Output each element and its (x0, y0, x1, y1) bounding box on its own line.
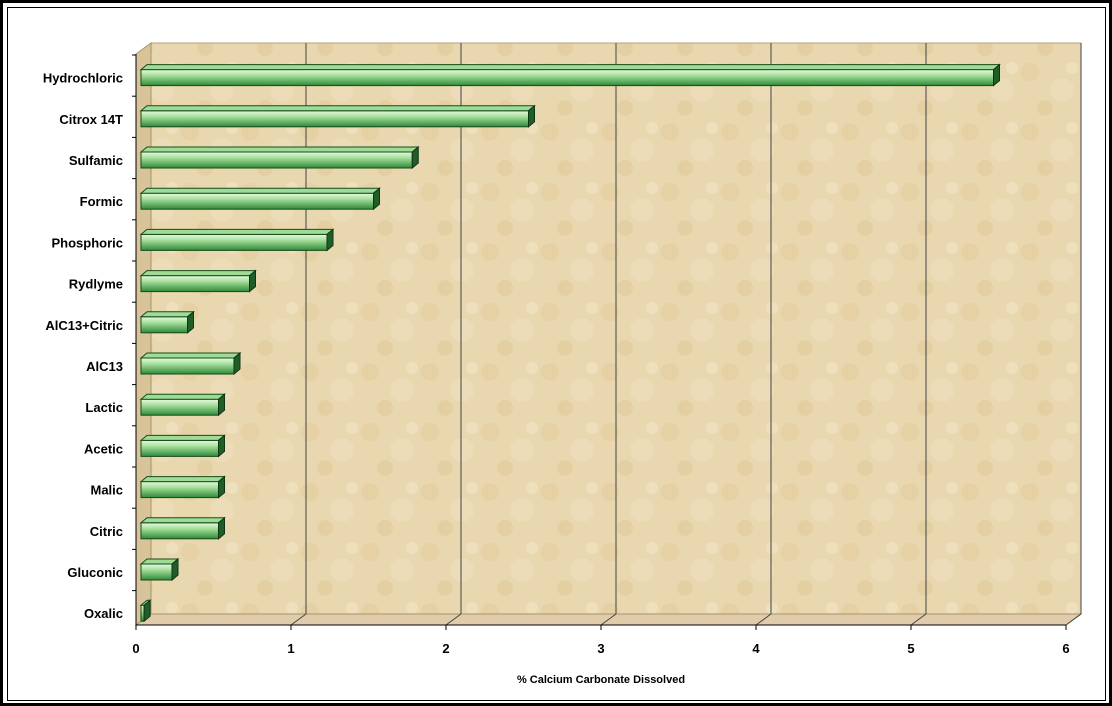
bar-top (139, 517, 226, 524)
bar-side (218, 393, 225, 417)
bar-side (528, 104, 535, 128)
x-tick-label: 2 (442, 641, 449, 656)
bar-side (411, 145, 419, 170)
bars-group (139, 63, 1001, 623)
bar (139, 475, 226, 499)
category-label: Lactic (85, 400, 123, 415)
category-label: Hydrochloric (43, 71, 123, 86)
x-axis-title: % Calcium Carbonate Dissolved (517, 674, 685, 686)
x-tick-label: 6 (1062, 641, 1069, 656)
bar (139, 310, 195, 334)
bar-top (139, 393, 226, 400)
bar-top (139, 146, 420, 153)
bar (139, 434, 226, 458)
category-label: Phosphoric (51, 235, 123, 250)
x-tick-label: 3 (597, 641, 604, 656)
bar-front (140, 233, 328, 251)
gridline-floor (290, 613, 307, 626)
bar-front (140, 316, 188, 334)
x-tick-label: 4 (752, 641, 760, 656)
bar-top (139, 352, 242, 359)
category-label: Gluconic (67, 565, 123, 580)
bar-side (218, 516, 225, 540)
bar (139, 393, 226, 417)
plot-area (134, 42, 1083, 626)
bar-front (140, 357, 235, 375)
category-label: Malic (90, 483, 123, 498)
category-label: Citrox 14T (59, 112, 123, 127)
category-label: Oxalic (84, 606, 123, 621)
bar (139, 145, 420, 170)
bar (139, 351, 242, 376)
category-label: Formic (80, 194, 123, 209)
category-label: AlC13 (86, 359, 123, 374)
bar (139, 599, 152, 623)
gridline-floor (755, 613, 772, 626)
bar-front (140, 192, 374, 210)
category-label: Sulfamic (69, 153, 123, 168)
bar-side (326, 228, 334, 252)
gridline-floor (1065, 613, 1082, 626)
bar-front (140, 439, 219, 457)
bar-front (140, 151, 413, 169)
bar (139, 63, 1001, 87)
bar-top (139, 270, 257, 277)
bar-front (140, 275, 250, 293)
bar-top (139, 187, 381, 194)
bar-top (139, 105, 536, 112)
gridline-floor (600, 613, 617, 626)
bar-top (139, 476, 226, 483)
x-tick-label: 1 (287, 641, 294, 656)
bar (139, 516, 226, 540)
bar (139, 557, 180, 582)
bar-side (993, 63, 1000, 87)
bar-side (187, 310, 194, 334)
bar-front (140, 481, 219, 499)
category-labels: Hydrochloric Citrox 14T Sulfamic Formic Phos… (43, 54, 136, 621)
bar-front (140, 522, 219, 540)
gridline-floor (910, 613, 927, 626)
bar-front (140, 563, 173, 581)
x-tick-label: 0 (132, 641, 139, 656)
x-tick-label: 5 (907, 641, 914, 656)
bar-side (143, 599, 151, 623)
bar-top (139, 434, 226, 441)
bar-front (140, 69, 994, 87)
gridlines (290, 43, 1082, 626)
bar-top (139, 311, 195, 318)
bar (139, 228, 335, 252)
category-label: Citric (90, 524, 123, 539)
bar-side (249, 269, 256, 293)
bar-side (218, 475, 225, 499)
bar-front (140, 398, 219, 416)
bar-side (171, 557, 179, 582)
category-label: Rydlyme (69, 277, 123, 292)
bar-top (139, 64, 1001, 71)
bar-front (140, 110, 529, 128)
bar (139, 187, 381, 211)
bar-side (218, 434, 225, 458)
bar (139, 104, 536, 128)
bar-top (139, 228, 335, 235)
bar-side (373, 187, 380, 211)
category-label: Acetic (84, 441, 123, 456)
chart-inner-border (7, 7, 1106, 701)
x-axis-ticks: 0 1 2 3 4 5 6 (132, 54, 1070, 656)
gridline-floor (445, 613, 462, 626)
bar-side (233, 351, 241, 376)
bar (139, 269, 257, 293)
category-label: AlC13+Citric (45, 318, 123, 333)
